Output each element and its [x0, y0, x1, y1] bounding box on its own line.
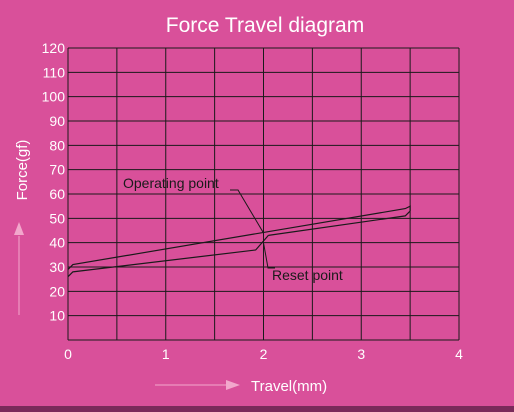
reset-point-leader	[263, 242, 275, 269]
reset-point-label: Reset point	[272, 267, 343, 283]
series-line-3	[268, 210, 411, 236]
x-axis-arrow-head	[226, 380, 240, 390]
x-axis-label-group: Travel(mm)	[155, 378, 327, 395]
y-tick-label: 60	[49, 186, 65, 202]
y-axis-arrow-head	[14, 222, 24, 235]
chart-title: Force Travel diagram	[166, 14, 364, 37]
y-tick-label: 40	[49, 235, 65, 251]
y-tick-label: 10	[49, 308, 65, 324]
series-line-1	[67, 205, 411, 270]
y-tick-label: 30	[49, 259, 65, 275]
operating-point-label: Operating point	[123, 175, 219, 191]
y-tick-label: 90	[49, 113, 65, 129]
x-tick-label: 1	[162, 346, 170, 362]
y-tick-label: 100	[42, 89, 66, 105]
y-tick-label: 70	[49, 162, 65, 178]
y-tick-label: 110	[43, 64, 66, 80]
y-tick-label: 80	[49, 137, 65, 153]
grid	[67, 47, 460, 341]
tick-labels: 10 20 30 40 50 60 70 80 90 100 110 120 0 1 2 3 4	[42, 40, 463, 362]
y-tick-label: 50	[49, 210, 65, 226]
y-axis-label-group: Force(gf)	[14, 140, 31, 315]
annotations: Operating point Reset point	[123, 175, 343, 283]
x-tick-label: 2	[260, 346, 268, 362]
x-axis-label: Travel(mm)	[251, 378, 327, 395]
y-tick-label: 120	[42, 40, 66, 56]
operating-point-leader	[230, 189, 264, 234]
x-tick-label: 4	[455, 346, 463, 362]
series-line-2	[67, 234, 269, 278]
x-tick-label: 0	[64, 346, 72, 362]
series-lines	[67, 205, 411, 278]
y-tick-label: 20	[49, 283, 65, 299]
y-axis-label: Force(gf)	[14, 140, 31, 201]
bottom-bar	[0, 406, 514, 412]
x-tick-label: 3	[357, 346, 365, 362]
